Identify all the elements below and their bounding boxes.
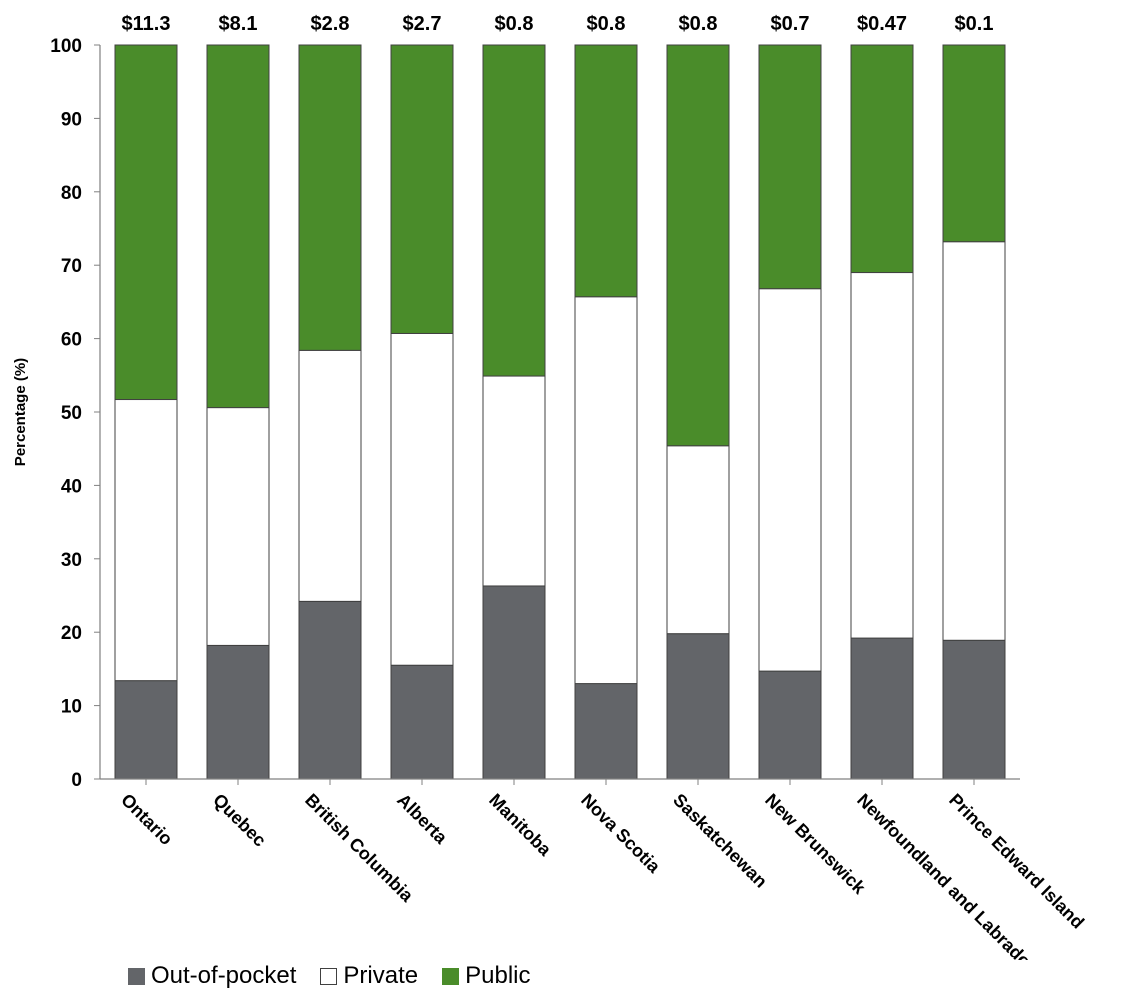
bar-total-label-nova-scotia: $0.8 xyxy=(587,13,626,35)
x-tick-label-manitoba: Manitoba xyxy=(485,790,556,861)
x-tick-label-alberta: Alberta xyxy=(393,790,452,849)
bar-total-label-saskatchewan: $0.8 xyxy=(679,13,718,35)
bar-public-new-brunswick xyxy=(758,44,822,290)
legend-swatch-public xyxy=(442,967,460,985)
y-tick-label-20: 20 xyxy=(61,623,82,644)
bar-out-of-pocket-manitoba xyxy=(482,585,546,780)
bar-out-of-pocket-newfoundland-and-labrador xyxy=(850,637,914,780)
bars-group xyxy=(114,44,1006,780)
y-tick-label-40: 40 xyxy=(61,476,82,497)
bar-out-of-pocket-nova-scotia xyxy=(574,683,638,780)
bar-public-prince-edward-island xyxy=(942,44,1006,243)
bar-out-of-pocket-british-columbia xyxy=(298,600,362,780)
bar-total-label-ontario: $11.3 xyxy=(122,13,171,35)
y-axis-label: Percentage (%) xyxy=(12,358,29,466)
bar-private-new-brunswick xyxy=(758,288,822,672)
bar-out-of-pocket-alberta xyxy=(390,664,454,780)
bar-public-newfoundland-and-labrador xyxy=(850,44,914,274)
bar-public-british-columbia xyxy=(298,44,362,351)
bar-total-label-quebec: $8.1 xyxy=(219,13,258,35)
x-tick-label-newfoundland-and-labrador: Newfoundland and Labrador xyxy=(853,790,1040,960)
bar-public-quebec xyxy=(206,44,270,409)
bar-public-manitoba xyxy=(482,44,546,377)
bar-total-label-newfoundland-and-labrador: $0.47 xyxy=(857,13,907,35)
bar-private-manitoba xyxy=(482,375,546,587)
x-tick-label-nova-scotia: Nova Scotia xyxy=(577,790,665,878)
legend-item-out-of-pocket: Out-of-pocket xyxy=(128,962,296,990)
bar-out-of-pocket-ontario xyxy=(114,680,178,780)
y-tick-label-90: 90 xyxy=(61,109,82,130)
legend-swatch-out-of-pocket xyxy=(128,967,145,985)
bar-private-newfoundland-and-labrador xyxy=(850,272,914,639)
bar-public-alberta xyxy=(390,44,454,334)
bar-private-ontario xyxy=(114,399,178,682)
bar-public-nova-scotia xyxy=(574,44,638,298)
bar-public-ontario xyxy=(114,44,178,401)
bar-public-saskatchewan xyxy=(666,44,730,447)
legend-label-private: Private xyxy=(343,962,419,989)
bar-total-label-prince-edward-island: $0.1 xyxy=(955,13,994,35)
legend-item-private: Private xyxy=(320,962,418,990)
legend-swatch-private xyxy=(320,967,338,985)
y-tick-label-30: 30 xyxy=(61,550,82,571)
y-tick-label-10: 10 xyxy=(61,697,82,718)
y-tick-label-70: 70 xyxy=(61,256,82,277)
bar-private-saskatchewan xyxy=(666,445,730,635)
legend: Out-of-pocket Private Public xyxy=(128,962,530,990)
bar-out-of-pocket-quebec xyxy=(206,644,270,780)
y-tick-label-80: 80 xyxy=(61,183,82,204)
legend-label-public: Public xyxy=(465,962,531,989)
bar-out-of-pocket-new-brunswick xyxy=(758,670,822,780)
x-tick-label-quebec: Quebec xyxy=(209,790,270,851)
bar-total-label-british-columbia: $2.8 xyxy=(311,13,350,35)
bar-private-quebec xyxy=(206,407,270,646)
bar-total-label-new-brunswick: $0.7 xyxy=(771,13,810,35)
x-tick-label-new-brunswick: New Brunswick xyxy=(761,790,870,899)
bar-total-label-alberta: $2.7 xyxy=(403,13,442,35)
y-tick-label-100: 100 xyxy=(50,36,82,57)
y-tick-label-50: 50 xyxy=(61,403,82,424)
bar-private-nova-scotia xyxy=(574,296,638,685)
y-tick-label-0: 0 xyxy=(71,770,82,791)
bar-out-of-pocket-saskatchewan xyxy=(666,633,730,780)
legend-label-out-of-pocket: Out-of-pocket xyxy=(151,962,297,989)
bar-private-british-columbia xyxy=(298,349,362,602)
legend-item-public: Public xyxy=(442,962,530,990)
bar-private-alberta xyxy=(390,332,454,666)
x-tick-label-ontario: Ontario xyxy=(117,790,176,849)
x-tick-label-saskatchewan: Saskatchewan xyxy=(669,790,771,892)
bar-total-label-manitoba: $0.8 xyxy=(495,13,534,35)
bar-private-prince-edward-island xyxy=(942,241,1006,641)
stacked-bar-chart: Percentage (%) $11.3 Ontario $8.1 Quebec $2.… xyxy=(12,13,1088,960)
bar-out-of-pocket-prince-edward-island xyxy=(942,639,1006,780)
y-tick-label-60: 60 xyxy=(61,330,82,351)
